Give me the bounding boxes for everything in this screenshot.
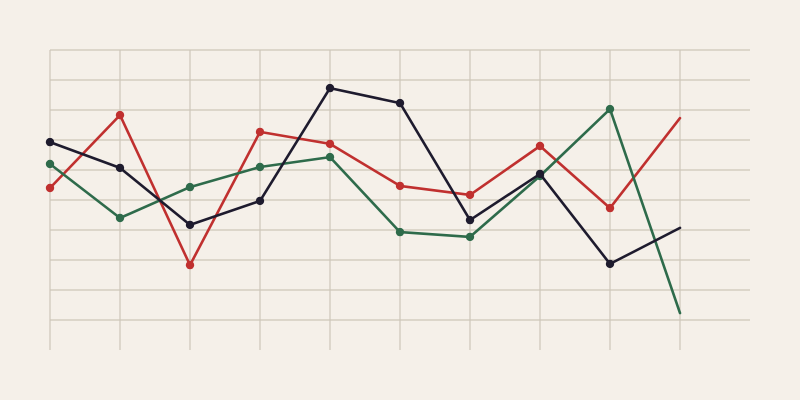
series-line-segment [468,174,542,239]
data-point [395,227,405,237]
series-2 [45,83,682,269]
data-point [325,152,335,162]
grid [49,49,750,350]
data-point [465,190,475,200]
series-line-segment [48,113,122,190]
data-point [395,98,405,108]
data-point [115,163,125,173]
data-point [45,183,55,193]
data-point [325,139,335,149]
data-point [185,260,195,270]
data-point [185,220,195,230]
series-group [45,83,682,315]
data-point [535,169,545,179]
data-point [605,203,615,213]
series-line-segment [328,142,402,188]
data-point [255,127,265,137]
series-line-segment [328,86,402,105]
data-point [45,137,55,147]
data-point [395,181,405,191]
data-point [255,196,265,206]
series-line-segment [398,184,472,197]
data-point [45,159,55,169]
series-1 [45,104,682,315]
data-point [605,104,615,114]
series-line-segment [48,162,122,220]
series-line-segment [258,86,332,203]
series-line-segment [608,226,682,266]
series-line-segment [188,199,262,227]
data-point [115,110,125,120]
series-line-segment [258,155,332,169]
series-line-segment [608,116,682,210]
series-0 [45,110,682,270]
series-line-segment [118,113,192,267]
series-line-segment [398,230,472,239]
series-line-segment [538,144,612,210]
series-line-segment [608,107,682,315]
series-line-segment [538,107,612,178]
series-line-segment [468,172,542,222]
series-line-segment [48,140,122,170]
series-line-segment [118,166,192,227]
series-line-segment [188,165,262,189]
series-line-segment [398,101,472,222]
data-point [535,141,545,151]
data-point [255,162,265,172]
series-line-segment [258,130,332,146]
series-line-segment [468,144,542,197]
data-point [605,259,615,269]
data-point [185,182,195,192]
series-line-segment [328,155,402,234]
data-point [465,215,475,225]
data-point [325,83,335,93]
series-line-segment [538,172,612,266]
data-point [115,213,125,223]
series-line-segment [118,185,192,220]
series-line-segment [188,130,262,267]
data-point [465,232,475,242]
